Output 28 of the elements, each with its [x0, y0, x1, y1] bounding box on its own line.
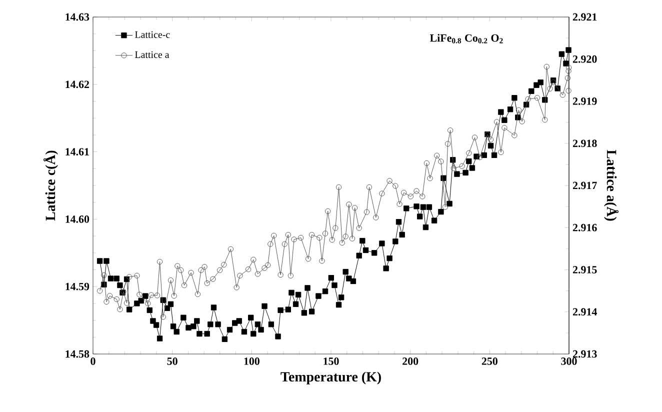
legend-label: Lattice a	[135, 51, 170, 58]
x-tick-label: 250	[482, 358, 498, 365]
y-tick-label: 14.60	[66, 215, 90, 223]
y2-tick-label: 2.918	[572, 140, 597, 148]
y-tick-label: 14.59	[66, 282, 90, 290]
x-tick-label: 150	[324, 358, 339, 365]
x-tick-label: 300	[561, 358, 577, 365]
x-axis-title: Temperature (K)	[280, 372, 381, 384]
x-tick-label: 200	[402, 358, 418, 365]
x-tick-label: 50	[167, 358, 178, 365]
y-tick-label: 14.63	[66, 13, 90, 21]
y-tick-label: 14.61	[66, 148, 89, 156]
y2-tick-label: 2.915	[572, 266, 597, 274]
x-tick-label: 0	[90, 358, 96, 365]
y2-tick-label: 2.913	[572, 350, 597, 358]
y2-tick-label: 2.921	[572, 13, 597, 21]
x-tick-label: 100	[244, 358, 260, 365]
y2-axis-title: Lattice a(Å)	[604, 150, 619, 221]
y-tick-label: 14.58	[66, 350, 90, 358]
y2-tick-label: 2.914	[572, 308, 597, 316]
legend-label: Lattice-c	[135, 31, 170, 38]
y2-tick-label: 2.919	[572, 98, 597, 105]
annotation: LiFe$_{0.8}$ Co$_{0.2}$ O$_{2}$	[430, 34, 503, 44]
y-tick-label: 14.62	[66, 80, 89, 88]
y2-tick-label: 2.920	[572, 55, 597, 63]
y-axis-title: Lattice c(Å)	[43, 150, 58, 221]
y2-tick-label: 2.916	[572, 224, 597, 232]
y2-tick-label: 2.917	[572, 182, 597, 190]
